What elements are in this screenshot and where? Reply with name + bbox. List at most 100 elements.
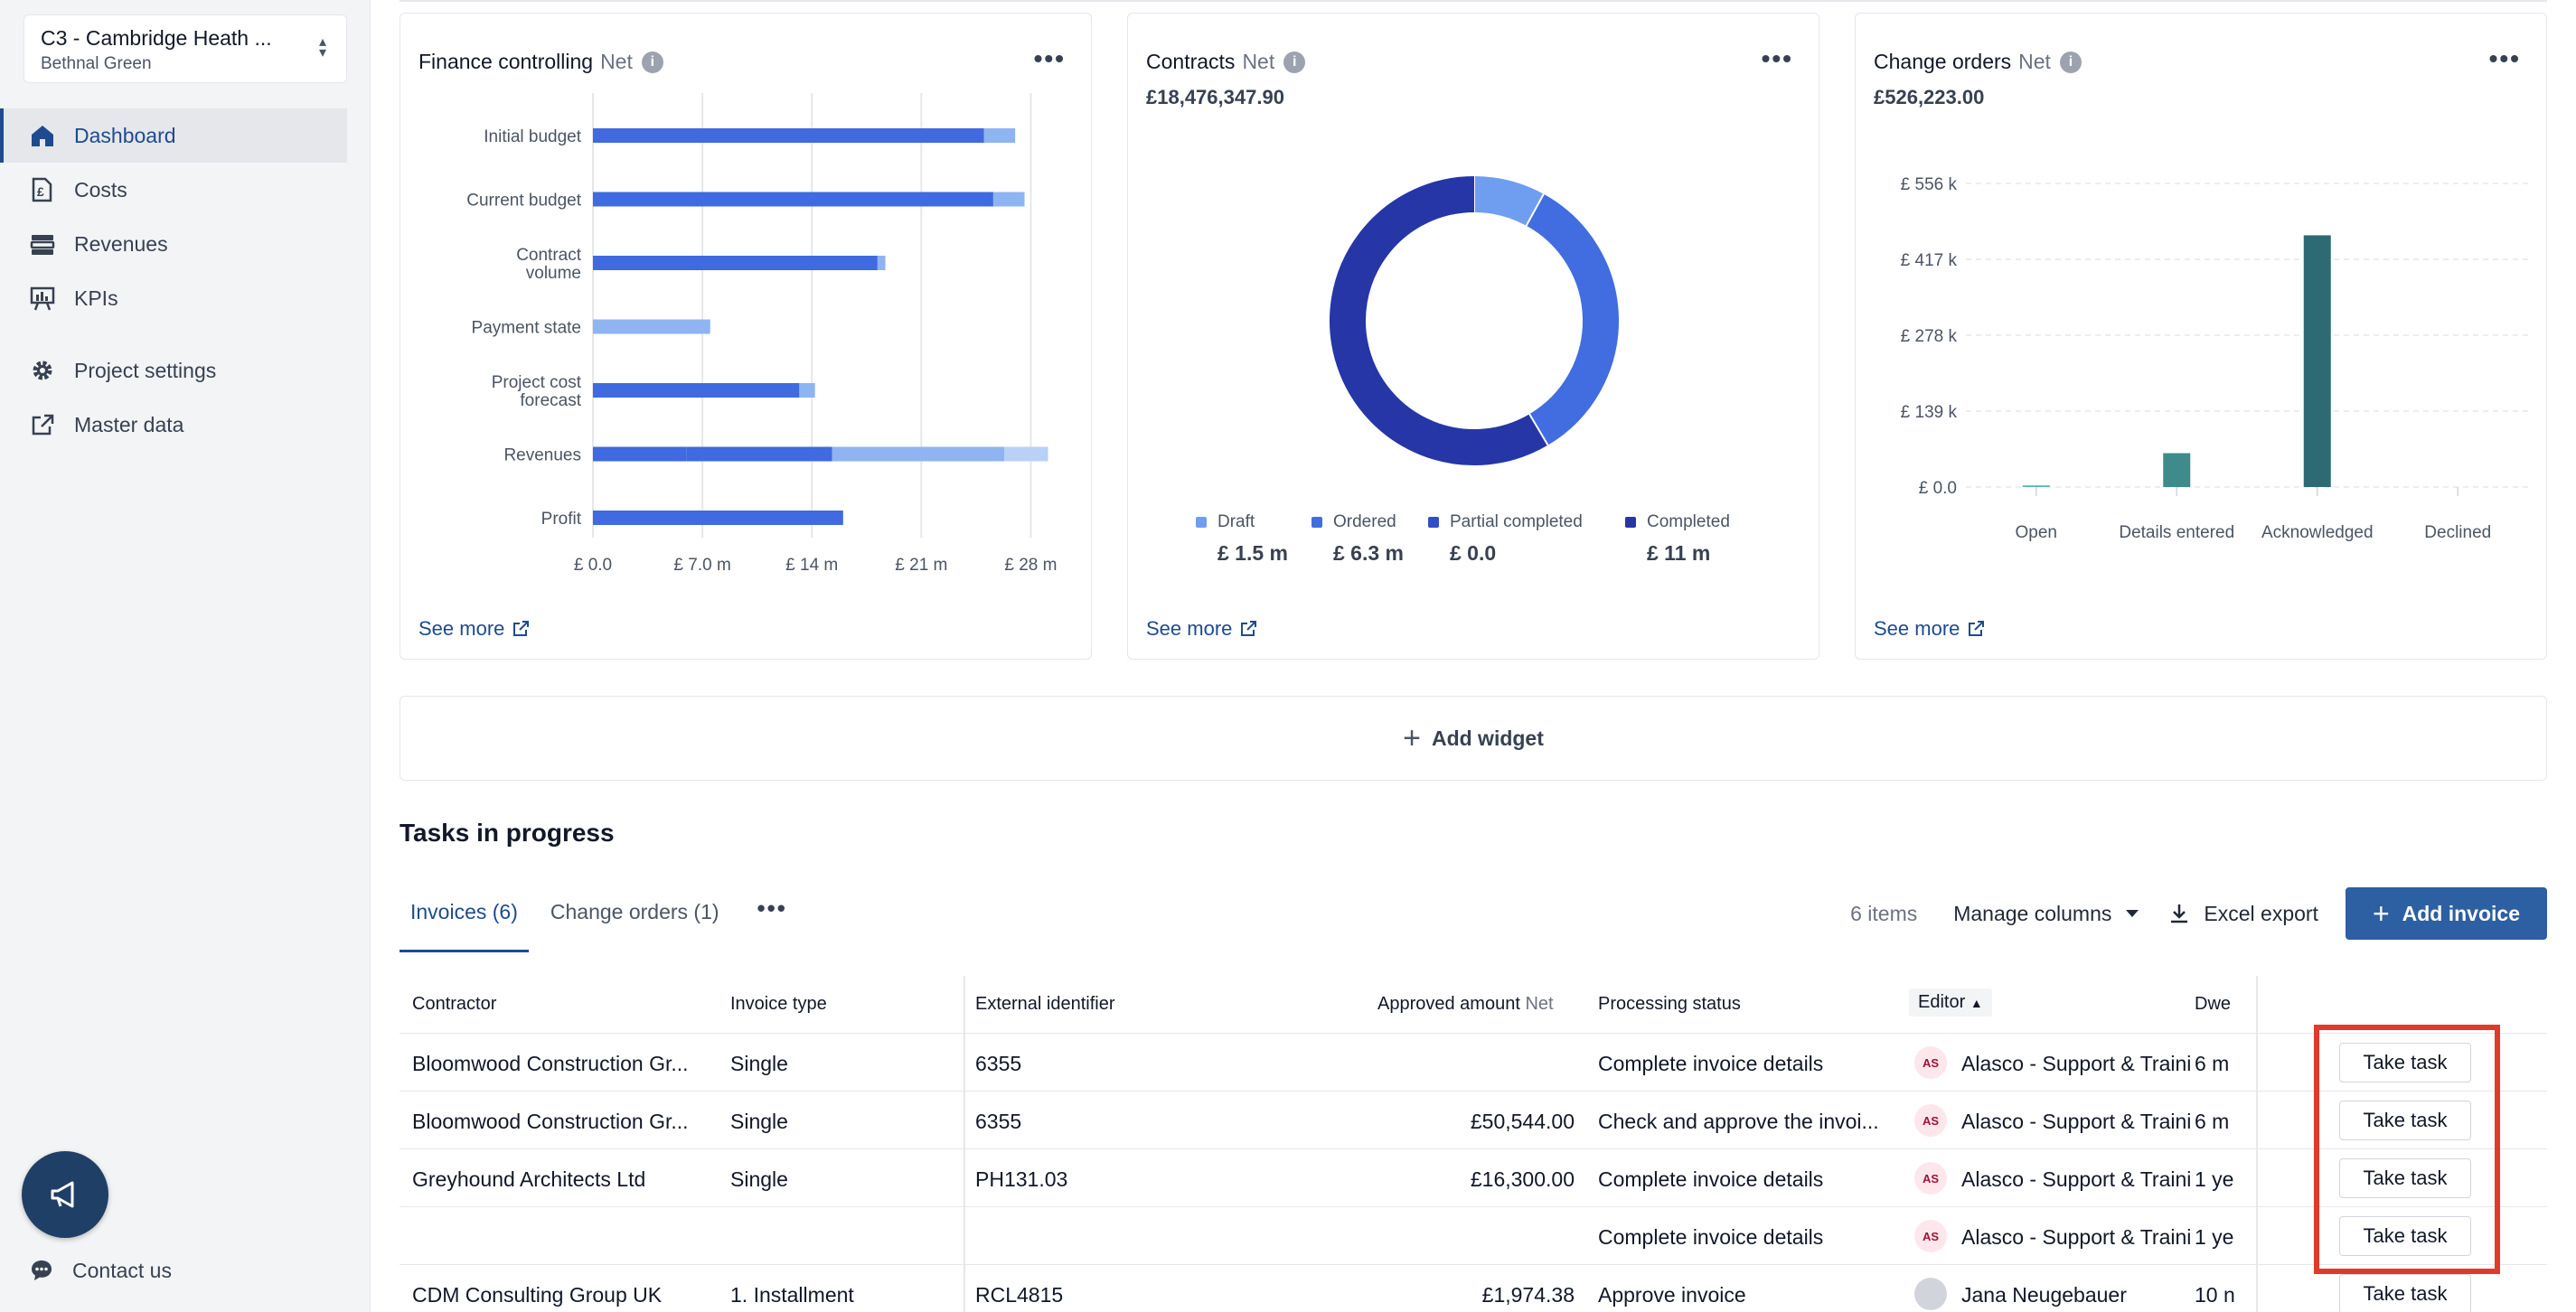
add-widget-button[interactable]: + Add widget <box>400 696 2547 781</box>
widget-title: Contracts Net i <box>1146 50 1306 74</box>
sidebar-item-label: Master data <box>74 412 184 436</box>
cell-processing-status: Complete invoice details <box>1598 1052 1824 1075</box>
donut-slice[interactable] <box>1330 176 1548 465</box>
see-more-link[interactable]: See more <box>418 617 530 641</box>
bar-segment[interactable] <box>983 128 1016 143</box>
bar-segment[interactable] <box>593 192 993 207</box>
cell-processing-status: Complete invoice details <box>1598 1167 1824 1191</box>
take-task-button[interactable]: Take task <box>2339 1101 2471 1140</box>
cell-dwell-time: 1 ye <box>2195 1167 2234 1191</box>
bar[interactable] <box>2163 453 2191 487</box>
sidebar-item-kpis[interactable]: KPIs <box>0 271 371 325</box>
contact-us-link[interactable]: Contact us <box>29 1258 172 1283</box>
col-processing-status[interactable]: Processing status <box>1598 994 1741 1014</box>
table-row[interactable]: Greyhound Architects Ltd Single PH131.03… <box>400 1149 2547 1207</box>
legend-swatch <box>1196 517 1207 528</box>
bar-segment[interactable] <box>1004 446 1048 462</box>
bar-segment[interactable] <box>593 128 984 143</box>
cell-processing-status: Check and approve the invoi... <box>1598 1110 1879 1133</box>
legend-item[interactable]: Ordered £ 6.3 m <box>1312 512 1404 566</box>
see-more-link[interactable]: See more <box>1146 617 1257 641</box>
take-task-button[interactable]: Take task <box>2339 1216 2471 1256</box>
bar-segment[interactable] <box>593 446 687 462</box>
category-label: Revenues <box>503 446 581 465</box>
slice-separator <box>1525 193 1545 227</box>
bar-segment[interactable] <box>686 446 832 462</box>
see-more-link[interactable]: See more <box>1874 617 1985 641</box>
table-row[interactable]: Bloomwood Construction Gr... Single 6355… <box>400 1034 2547 1092</box>
take-task-button[interactable]: Take task <box>2339 1158 2471 1198</box>
x-tick-label: £ 14 m <box>785 556 838 575</box>
add-invoice-button[interactable]: + Add invoice <box>2345 887 2547 940</box>
legend-label: Draft <box>1196 512 1288 532</box>
legend-text: Draft <box>1217 512 1255 531</box>
tab-change-orders[interactable]: Change orders (1) <box>550 900 719 923</box>
table-row[interactable]: Bloomwood Construction Gr... Single 6355… <box>400 1092 2547 1149</box>
cell-editor: Alasco - Support & Trainin <box>1961 1167 2193 1191</box>
donut-slice[interactable] <box>1526 193 1619 445</box>
col-invoice-type[interactable]: Invoice type <box>730 994 827 1014</box>
donut-slice[interactable] <box>1473 176 1544 227</box>
legend-item[interactable]: Draft £ 1.5 m <box>1196 512 1288 566</box>
bar-segment[interactable] <box>992 192 1025 207</box>
col-approved-amount[interactable]: Approved amount Net <box>1377 994 1554 1015</box>
info-icon[interactable]: i <box>1283 51 1306 73</box>
category-label: volume <box>526 264 581 283</box>
bar-segment[interactable] <box>593 319 710 334</box>
excel-export-button[interactable]: Excel export <box>2167 902 2318 926</box>
take-task-button[interactable]: Take task <box>2339 1274 2471 1312</box>
sidebar-item-project-settings[interactable]: Project settings <box>0 343 371 398</box>
sidebar-item-dashboard[interactable]: Dashboard <box>0 108 347 163</box>
widget-menu-button[interactable]: ••• <box>1761 44 1793 72</box>
gridlines <box>592 93 1032 538</box>
announcements-button[interactable] <box>22 1151 108 1238</box>
tabs-more-button[interactable]: ••• <box>757 895 787 922</box>
bar-segment[interactable] <box>593 383 800 398</box>
tasks-tabs: Invoices (6) Change orders (1) ••• <box>400 889 804 952</box>
bar-segment[interactable] <box>832 446 1005 462</box>
legend-value: £ 0.0 <box>1450 541 1497 565</box>
col-dwell-time[interactable]: Dwe <box>2195 994 2232 1014</box>
highlight-box <box>2314 1025 2500 1274</box>
take-task-button[interactable]: Take task <box>2339 1043 2471 1082</box>
bar-segment[interactable] <box>877 256 886 270</box>
info-icon[interactable]: i <box>641 51 663 73</box>
net-label: Net <box>1242 50 1275 73</box>
project-selector[interactable]: C3 - Cambridge Heath ... Bethnal Green ▴… <box>24 14 347 83</box>
svg-text:£: £ <box>37 184 44 199</box>
bar-segment[interactable] <box>593 256 878 270</box>
items-count: 6 items <box>1850 901 1918 925</box>
col-editor[interactable]: Editor ▲ <box>1909 989 1992 1017</box>
widget-title: Change orders Net i <box>1874 50 2082 74</box>
legend-label: Completed <box>1625 512 1730 532</box>
widget-menu-button[interactable]: ••• <box>2488 44 2521 72</box>
sidebar: C3 - Cambridge Heath ... Bethnal Green ▴… <box>0 0 371 1312</box>
legend-item[interactable]: Completed £ 11 m <box>1625 512 1730 566</box>
add-invoice-label: Add invoice <box>2402 901 2520 925</box>
table-row[interactable]: CDM Consulting Group UK 1. Installment R… <box>400 1265 2547 1312</box>
bar[interactable] <box>2303 235 2331 487</box>
category-label: Acknowledged <box>2261 523 2374 542</box>
bar[interactable] <box>2022 485 2050 487</box>
sidebar-item-costs[interactable]: £ Costs <box>0 163 371 217</box>
legend-item[interactable]: Partial completed £ 0.0 <box>1428 512 1583 566</box>
col-contractor[interactable]: Contractor <box>412 994 497 1014</box>
sidebar-item-label: Costs <box>74 177 127 201</box>
contracts-widget: Contracts Net i ••• £18,476,347.90 Draft… <box>1127 13 1819 660</box>
table-row[interactable]: Complete invoice details AS Alasco - Sup… <box>400 1207 2547 1265</box>
widget-menu-button[interactable]: ••• <box>1033 44 1066 72</box>
col-external-identifier[interactable]: External identifier <box>975 994 1115 1014</box>
bar-segment[interactable] <box>799 383 815 398</box>
tasks-title: Tasks in progress <box>400 819 615 847</box>
sidebar-item-revenues[interactable]: Revenues <box>0 217 371 271</box>
tab-invoices[interactable]: Invoices (6) <box>400 889 529 952</box>
contact-us-label: Contact us <box>72 1258 172 1282</box>
legend-swatch <box>1312 517 1322 528</box>
cell-contractor: Greyhound Architects Ltd <box>412 1167 646 1191</box>
sidebar-item-master-data[interactable]: Master data <box>0 398 371 452</box>
updown-chevron-icon: ▴ ▾ <box>318 34 326 61</box>
manage-columns-button[interactable]: Manage columns <box>1953 902 2140 926</box>
manage-columns-label: Manage columns <box>1953 901 2112 925</box>
info-icon[interactable]: i <box>2059 51 2082 73</box>
bar-segment[interactable] <box>593 511 843 525</box>
